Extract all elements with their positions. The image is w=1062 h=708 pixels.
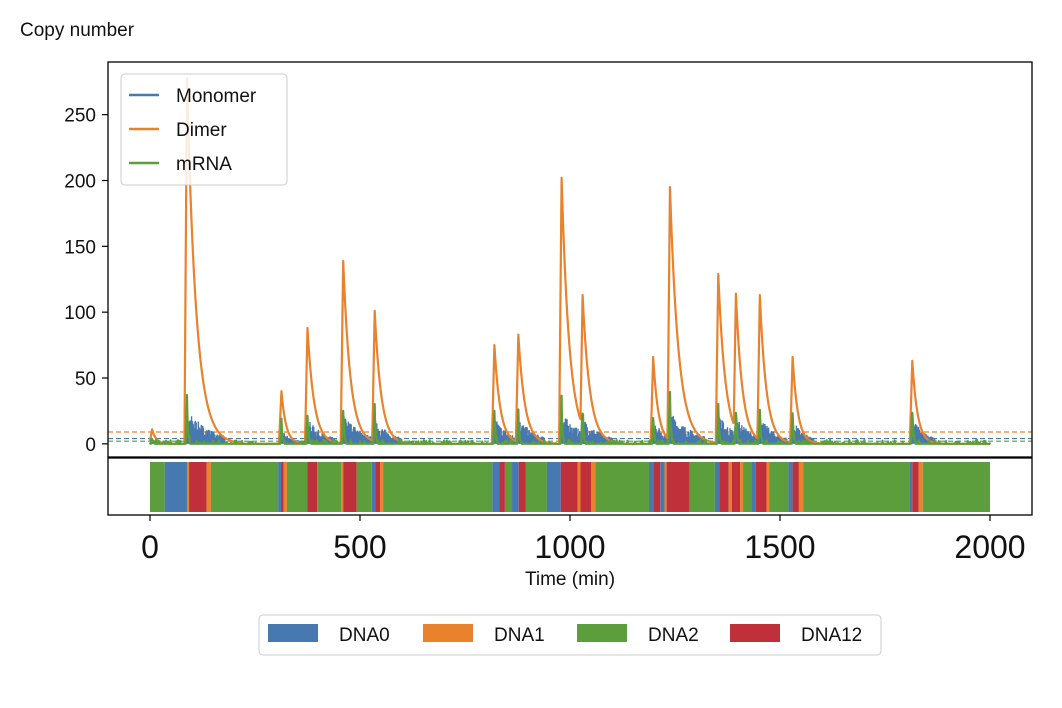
y-tick-label: 0 bbox=[85, 435, 96, 456]
legend-label-mrna: mRNA bbox=[176, 154, 232, 175]
state-segment-dna1 bbox=[577, 462, 581, 512]
y-tick-label: 100 bbox=[64, 303, 96, 324]
state-segment-dna12 bbox=[653, 462, 661, 512]
state-segment-dna2 bbox=[922, 462, 990, 512]
y-tick-label: 250 bbox=[64, 106, 96, 127]
x-tick-label: 500 bbox=[333, 529, 386, 565]
x-axis-label: Time (min) bbox=[525, 569, 615, 590]
legend-label-dna0: DNA0 bbox=[339, 625, 390, 646]
state-segment-dna12 bbox=[343, 462, 357, 512]
state-segment-dna1 bbox=[664, 462, 667, 512]
state-segment-dna1 bbox=[798, 462, 804, 512]
state-segment-dna2 bbox=[595, 462, 649, 512]
state-segment-dna12 bbox=[666, 462, 690, 512]
legend-swatch-dna1 bbox=[423, 624, 473, 642]
top-plot-frame bbox=[107, 61, 1033, 458]
legend-swatch-dna2 bbox=[577, 624, 627, 642]
line-plot: 0 50 100 150 200 250 bbox=[64, 61, 1033, 458]
state-segment-dna1 bbox=[186, 462, 190, 512]
state-segment-dna0 bbox=[660, 462, 665, 512]
dna-state-legend: DNA0 DNA1 DNA2 DNA12 bbox=[258, 614, 882, 656]
state-segment-dna1 bbox=[591, 462, 596, 512]
state-segment-dna2 bbox=[525, 462, 547, 512]
legend-label-dimer: Dimer bbox=[176, 120, 227, 141]
state-segment-dna2 bbox=[317, 462, 342, 512]
state-segment-dna12 bbox=[912, 462, 919, 512]
y-tick-label: 150 bbox=[64, 237, 96, 258]
state-segment-dna2 bbox=[743, 462, 752, 512]
state-segment-dna12 bbox=[499, 462, 505, 512]
state-segment-dna1 bbox=[380, 462, 384, 512]
state-segment-dna2 bbox=[689, 462, 715, 512]
y-tick-label: 200 bbox=[64, 172, 96, 193]
state-segment-dna2 bbox=[210, 462, 279, 512]
state-segment-dna0 bbox=[751, 462, 756, 512]
state-segment-dna2 bbox=[383, 462, 493, 512]
legend-label-monomer: Monomer bbox=[176, 86, 257, 107]
state-segment-dna0 bbox=[492, 462, 500, 512]
series-legend: Monomer Dimer mRNA bbox=[120, 73, 288, 186]
state-segment-dna12 bbox=[560, 462, 578, 512]
state-segment-dna2 bbox=[803, 462, 910, 512]
state-segment-dna1 bbox=[341, 462, 344, 512]
state-segment-dna0 bbox=[648, 462, 654, 512]
y-axis-label: Copy number bbox=[20, 20, 135, 41]
state-segment-dna2 bbox=[356, 462, 372, 512]
state-segment-dna0 bbox=[371, 462, 376, 512]
legend-swatch-dna12 bbox=[730, 624, 780, 642]
state-segment-dna12 bbox=[580, 462, 591, 512]
legend-swatch-dna0 bbox=[268, 624, 318, 642]
state-segment-dna1 bbox=[206, 462, 211, 512]
state-segment-dna0 bbox=[546, 462, 561, 512]
dna-state-legend-box bbox=[258, 614, 882, 656]
state-segment-dna1 bbox=[740, 462, 744, 512]
legend-label-dna2: DNA2 bbox=[648, 625, 699, 646]
state-segment-dna12 bbox=[755, 462, 767, 512]
state-segment-dna2 bbox=[504, 462, 513, 512]
state-segment-dna1 bbox=[766, 462, 770, 512]
state-segment-dna12 bbox=[281, 462, 284, 512]
state-segment-dna0 bbox=[714, 462, 720, 512]
state-segment-dna12 bbox=[731, 462, 741, 512]
state-segment-dna0 bbox=[909, 462, 913, 512]
state-segment-dna1 bbox=[283, 462, 287, 512]
state-segment-dna12 bbox=[307, 462, 318, 512]
state-segment-dna0 bbox=[278, 462, 282, 512]
state-segment-dna2 bbox=[150, 462, 165, 512]
x-tick-label: 1500 bbox=[744, 529, 815, 565]
series-mrna bbox=[148, 390, 992, 445]
state-segment-dna2 bbox=[769, 462, 789, 512]
y-tick-label: 50 bbox=[75, 369, 96, 390]
state-segment-dna12 bbox=[719, 462, 729, 512]
legend-label-dna12: DNA12 bbox=[801, 625, 862, 646]
dna-state-segments bbox=[150, 462, 990, 512]
x-tick-label: 0 bbox=[141, 529, 159, 565]
state-segment-dna12 bbox=[518, 462, 526, 512]
state-segment-dna2 bbox=[286, 462, 308, 512]
state-segment-dna12 bbox=[189, 462, 207, 512]
state-segment-dna0 bbox=[788, 462, 793, 512]
state-segment-dna0 bbox=[512, 462, 519, 512]
legend-label-dna1: DNA1 bbox=[494, 625, 545, 646]
series-legend-box bbox=[120, 73, 288, 186]
state-segment-dna0 bbox=[164, 462, 187, 512]
state-segment-dna12 bbox=[375, 462, 381, 512]
series-layer bbox=[108, 76, 1032, 445]
x-tick-label: 2000 bbox=[954, 529, 1025, 565]
state-segment-dna1 bbox=[728, 462, 732, 512]
y-axis: 0 50 100 150 200 250 bbox=[64, 106, 108, 456]
x-tick-label: 1000 bbox=[534, 529, 605, 565]
state-segment-dna12 bbox=[792, 462, 799, 512]
dna-state-strip: 0 500 1000 1500 2000 bbox=[107, 457, 1033, 565]
x-axis: 0 500 1000 1500 2000 bbox=[141, 515, 1026, 565]
state-segment-dna1 bbox=[918, 462, 923, 512]
